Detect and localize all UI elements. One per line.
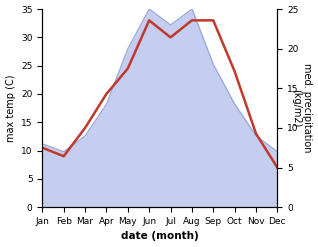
Y-axis label: max temp (C): max temp (C) [5,74,16,142]
X-axis label: date (month): date (month) [121,231,199,242]
Y-axis label: med. precipitation
(kg/m2): med. precipitation (kg/m2) [291,63,313,153]
